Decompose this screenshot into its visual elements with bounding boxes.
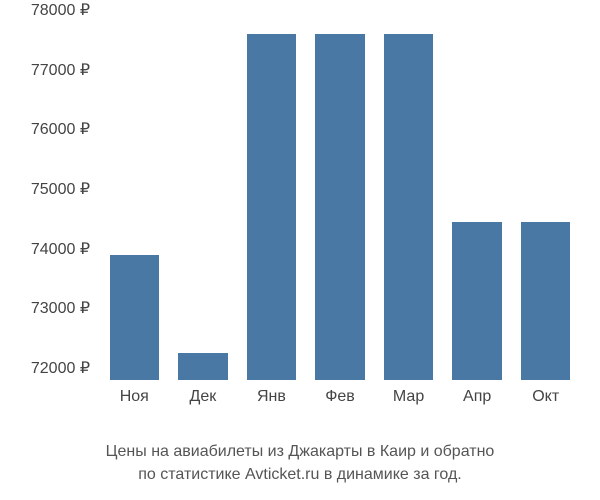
x-tick-label: Дек (189, 388, 216, 406)
x-tick-label: Апр (463, 388, 491, 406)
caption-line-1: Цены на авиабилеты из Джакарты в Каир и … (106, 443, 495, 460)
chart-caption: Цены на авиабилеты из Джакарты в Каир и … (0, 440, 600, 486)
bar (315, 34, 364, 380)
price-chart: 72000 ₽ 73000 ₽ 74000 ₽ 75000 ₽ 76000 ₽ 77000… (0, 0, 600, 440)
bar (452, 222, 501, 380)
bar (521, 222, 570, 380)
y-tick-label: 72000 ₽ (0, 358, 90, 378)
y-tick-label: 76000 ₽ (0, 119, 90, 139)
bar (178, 353, 227, 380)
y-tick-label: 77000 ₽ (0, 60, 90, 80)
x-tick-label: Фев (325, 388, 355, 406)
bar (384, 34, 433, 380)
y-tick-label: 75000 ₽ (0, 179, 90, 199)
y-tick-label: 73000 ₽ (0, 298, 90, 318)
x-tick-label: Мар (393, 388, 424, 406)
bar (110, 255, 159, 380)
bar (247, 34, 296, 380)
y-tick-label: 78000 ₽ (0, 0, 90, 20)
caption-line-2: по статистике Avticket.ru в динамике за … (138, 466, 462, 483)
plot-area (100, 10, 580, 380)
x-tick-label: Окт (532, 388, 559, 406)
x-tick-label: Ноя (120, 388, 149, 406)
x-tick-label: Янв (257, 388, 286, 406)
y-tick-label: 74000 ₽ (0, 239, 90, 259)
